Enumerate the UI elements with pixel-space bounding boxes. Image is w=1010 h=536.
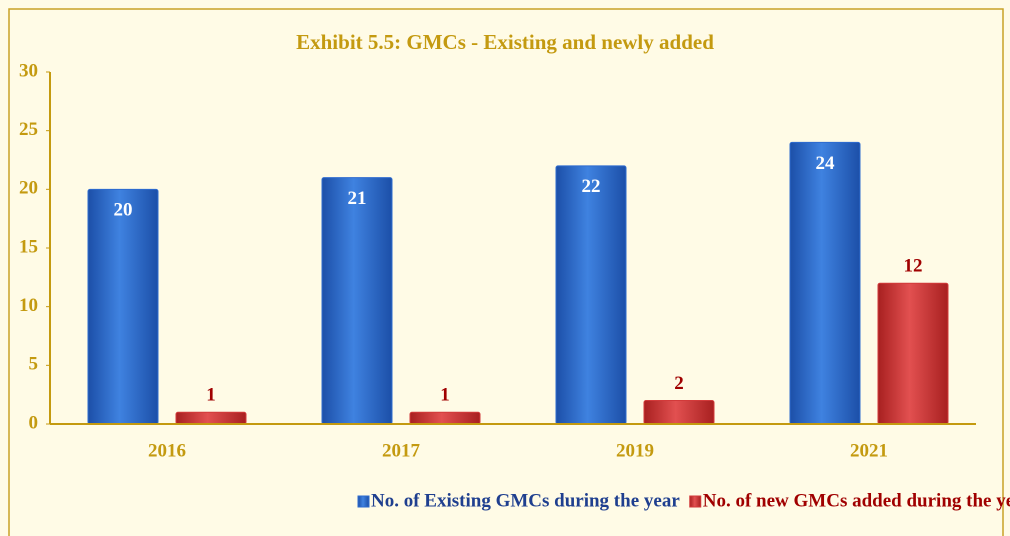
value-label: 1 [206,385,216,406]
value-label: 24 [816,153,836,174]
bar [555,165,627,425]
value-label: 20 [114,200,133,221]
legend-swatch [357,495,370,508]
value-label: 21 [348,188,367,209]
y-tick-label: 15 [19,236,38,257]
bar [175,411,247,425]
bar [789,141,861,425]
bar [877,282,949,425]
bar [409,411,481,425]
bar [321,177,393,425]
bar [87,188,159,425]
y-tick-label: 0 [29,412,39,433]
x-tick-label: 2019 [616,440,654,461]
frame [8,8,1004,536]
value-label: 2 [674,373,684,394]
y-tick-label: 25 [19,119,38,140]
legend-swatch [689,495,702,508]
bar [643,400,715,425]
chart-title: Exhibit 5.5: GMCs - Existing and newly a… [296,30,714,54]
legend-label: No. of new GMCs added during the year [703,490,1010,511]
x-tick-label: 2016 [148,440,186,461]
legend-label: No. of Existing GMCs during the year [371,490,680,511]
value-label: 1 [440,385,450,406]
y-tick-label: 5 [29,354,39,375]
y-tick-label: 10 [19,295,38,316]
value-label: 12 [904,256,923,277]
y-tick-label: 20 [19,178,38,199]
x-tick-label: 2021 [850,440,888,461]
x-tick-label: 2017 [382,440,421,461]
y-tick-label: 30 [19,60,38,81]
value-label: 22 [582,176,601,197]
